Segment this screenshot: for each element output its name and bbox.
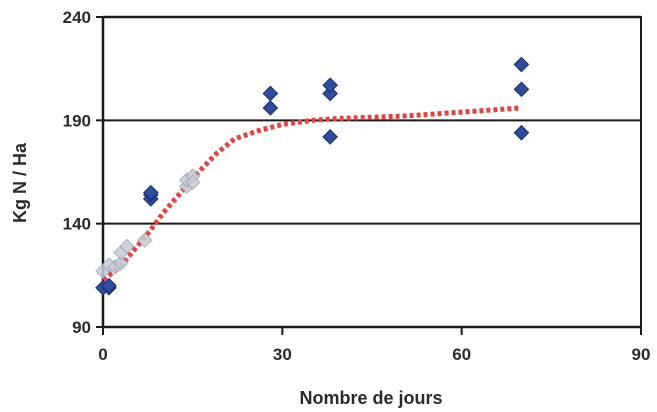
data-point-s1-5 <box>119 238 135 255</box>
y-axis-title: Kg N / Ha <box>10 142 30 223</box>
data-point-s1-10 <box>184 174 201 191</box>
x-tick-label-1: 30 <box>273 345 292 364</box>
x-axis-title: Nombre de jours <box>299 388 442 408</box>
plot-frame <box>102 16 642 328</box>
data-point-s0-12 <box>513 81 530 98</box>
data-point-s0-13 <box>513 56 530 73</box>
y-tick-label-0: 90 <box>72 318 91 337</box>
x-tick-label-0: 0 <box>98 345 107 364</box>
y-tick-label-1: 140 <box>63 215 91 234</box>
y-tick-label-3: 240 <box>63 8 91 27</box>
x-tick-label-3: 90 <box>632 345 651 364</box>
data-point-s0-5 <box>142 184 159 201</box>
data-point-s0-10 <box>322 77 339 94</box>
x-tick-label-2: 60 <box>452 345 471 364</box>
trendline <box>101 105 522 282</box>
data-point-s0-8 <box>322 129 339 145</box>
data-point-s0-7 <box>262 85 279 102</box>
data-point-s0-9 <box>322 85 339 102</box>
data-point-s1-6 <box>137 232 153 248</box>
data-point-s0-6 <box>262 100 279 116</box>
data-point-s0-2 <box>101 277 117 294</box>
data-point-s1-3 <box>113 255 129 271</box>
plot-area: 90 140 190 240 0 30 60 90 <box>63 8 651 364</box>
data-point-s0-11 <box>513 124 530 141</box>
y-tick-label-2: 190 <box>63 111 91 130</box>
